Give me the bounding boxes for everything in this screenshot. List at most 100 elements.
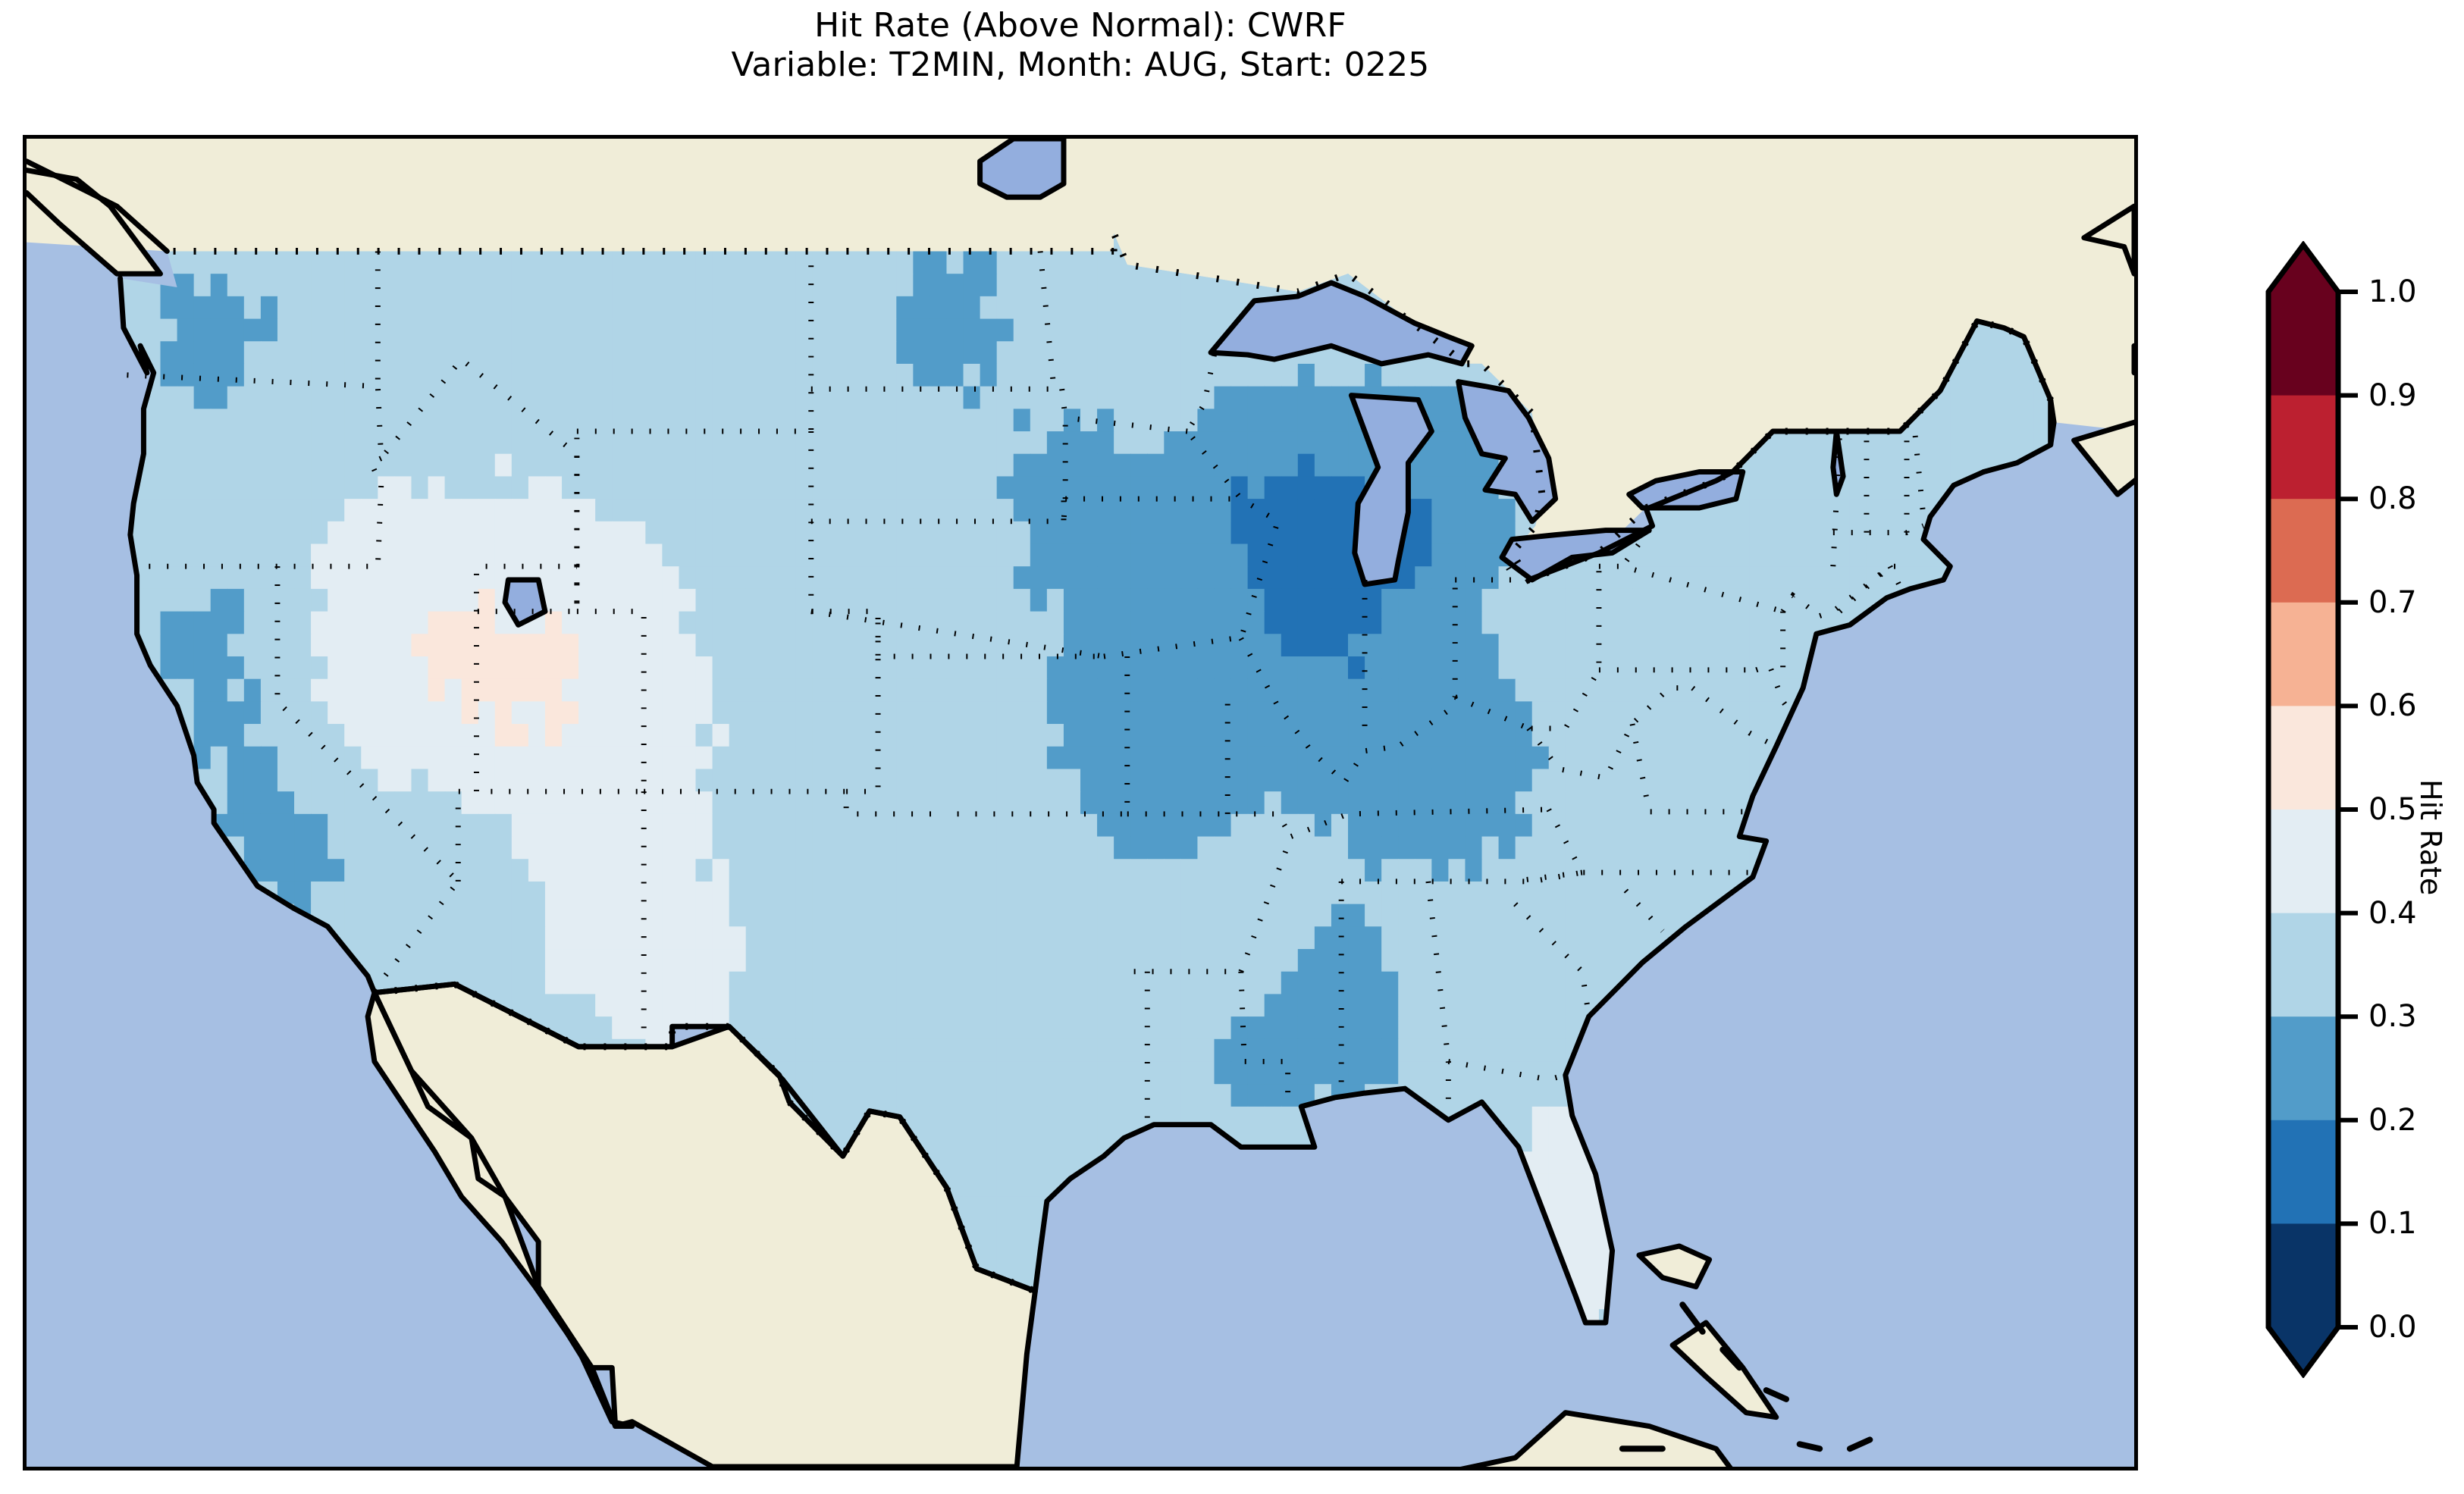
- grid-cell: [1197, 499, 1215, 522]
- grid-cell: [1046, 746, 1064, 770]
- grid-cell: [1649, 769, 1666, 792]
- grid-cell: [411, 836, 429, 860]
- grid-cell: [478, 296, 496, 320]
- grid-cell: [1164, 274, 1182, 297]
- grid-cell: [562, 994, 579, 1017]
- grid-cell: [946, 836, 964, 860]
- grid-cell: [1632, 611, 1650, 634]
- grid-cell: [896, 746, 914, 770]
- grid-cell: [328, 701, 345, 725]
- grid-cell: [1498, 588, 1516, 612]
- grid-cell: [779, 453, 797, 478]
- grid-cell: [1548, 724, 1566, 747]
- grid-cell: [896, 251, 914, 274]
- grid-cell: [1080, 971, 1098, 995]
- grid-cell: [1565, 836, 1583, 860]
- grid-cell: [946, 611, 964, 634]
- grid-cell: [829, 836, 847, 860]
- grid-cell: [1749, 521, 1767, 545]
- grid-cell: [1013, 588, 1031, 612]
- grid-cell: [695, 431, 713, 455]
- grid-cell: [745, 994, 763, 1017]
- grid-cell: [812, 453, 830, 478]
- grid-cell: [1030, 431, 1048, 455]
- grid-cell: [762, 791, 780, 815]
- grid-cell: [1431, 386, 1450, 410]
- grid-cell: [428, 701, 446, 725]
- grid-cell: [896, 859, 914, 882]
- grid-cell: [1465, 926, 1483, 950]
- grid-cell: [344, 543, 362, 567]
- grid-cell: [1565, 656, 1583, 680]
- grid-cell: [913, 431, 931, 455]
- grid-cell: [1264, 588, 1282, 612]
- grid-cell: [779, 724, 797, 747]
- grid-cell: [863, 274, 880, 297]
- grid-cell: [1230, 701, 1249, 725]
- grid-cell: [929, 813, 948, 838]
- grid-cell: [1013, 678, 1031, 703]
- grid-cell: [879, 611, 898, 634]
- grid-cell: [1598, 769, 1616, 792]
- grid-cell: [996, 769, 1014, 792]
- grid-cell: [712, 881, 730, 905]
- grid-cell: [562, 769, 579, 792]
- grid-cell: [896, 318, 914, 342]
- grid-cell: [294, 453, 312, 478]
- grid-cell: [1699, 724, 1717, 747]
- grid-cell: [679, 341, 697, 365]
- grid-cell: [1063, 431, 1081, 455]
- grid-cell: [260, 566, 278, 590]
- grid-cell: [294, 634, 312, 657]
- grid-cell: [762, 904, 780, 928]
- grid-cell: [1331, 836, 1349, 860]
- grid-cell: [812, 341, 830, 365]
- grid-cell: [1967, 431, 1985, 455]
- grid-cell: [996, 724, 1014, 747]
- grid-cell: [1264, 386, 1282, 410]
- grid-cell: [1097, 971, 1114, 995]
- grid-cell: [478, 904, 496, 928]
- grid-cell: [963, 813, 981, 838]
- grid-cell: [863, 386, 880, 410]
- grid-cell: [511, 499, 529, 522]
- grid-cell: [1114, 678, 1131, 703]
- grid-cell: [1398, 701, 1415, 725]
- grid-cell: [662, 386, 680, 410]
- grid-cell: [578, 791, 596, 815]
- grid-cell: [963, 769, 981, 792]
- grid-cell: [1264, 634, 1282, 657]
- grid-cell: [1297, 904, 1315, 928]
- grid-cell: [879, 363, 898, 387]
- grid-cell: [294, 611, 312, 634]
- grid-cell: [695, 701, 713, 725]
- grid-cell: [762, 634, 780, 657]
- grid-cell: [745, 476, 763, 500]
- grid-cell: [294, 251, 312, 274]
- grid-cell: [996, 904, 1014, 928]
- grid-cell: [1415, 701, 1433, 725]
- grid-cell: [1415, 678, 1433, 703]
- grid-cell: [1565, 724, 1583, 747]
- grid-cell: [846, 521, 864, 545]
- grid-cell: [913, 971, 931, 995]
- grid-cell: [494, 274, 513, 297]
- grid-cell: [528, 296, 546, 320]
- grid-cell: [311, 836, 328, 860]
- grid-cell: [1649, 813, 1666, 838]
- grid-cell: [1515, 769, 1533, 792]
- grid-cell: [779, 363, 797, 387]
- grid-cell: [1481, 791, 1500, 815]
- grid-cell: [1197, 769, 1215, 792]
- grid-cell: [963, 296, 981, 320]
- grid-cell: [1147, 318, 1165, 342]
- grid-cell: [1080, 1016, 1098, 1040]
- grid-cell: [712, 611, 730, 634]
- grid-cell: [143, 634, 161, 657]
- grid-cell: [1046, 904, 1064, 928]
- grid-cell: [544, 769, 563, 792]
- grid-cell: [679, 859, 697, 882]
- grid-cell: [1766, 543, 1784, 567]
- grid-cell: [578, 318, 596, 342]
- grid-cell: [294, 476, 312, 500]
